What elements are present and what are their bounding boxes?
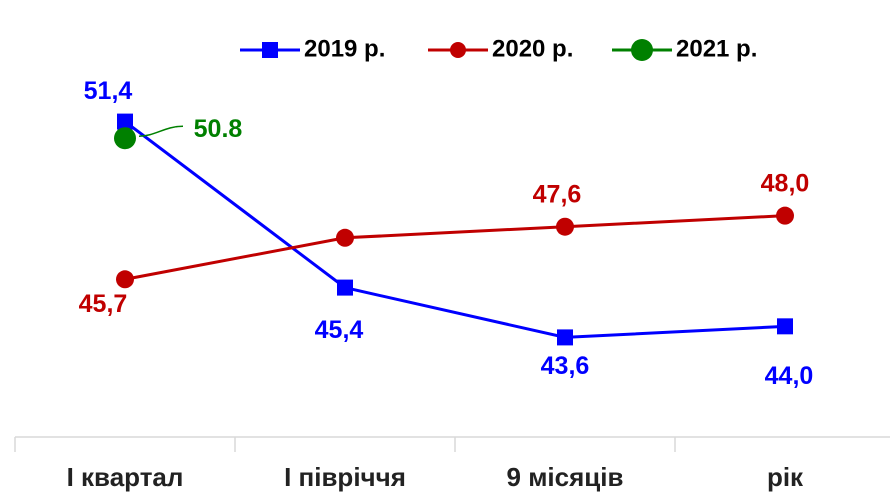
marker xyxy=(337,279,353,296)
marker xyxy=(116,270,134,289)
data-label: 44,0 xyxy=(765,362,814,390)
marker xyxy=(776,206,794,225)
series: 51,4 45,4 43,6 44,0 xyxy=(84,77,814,390)
data-label: 45,4 xyxy=(315,316,364,344)
legend-label: 2021 р. xyxy=(676,35,757,62)
leader-line xyxy=(138,125,184,137)
marker xyxy=(777,318,793,335)
line xyxy=(124,120,786,339)
legend-label: 2020 р. xyxy=(492,35,573,62)
legend-marker xyxy=(450,42,466,58)
legend-marker xyxy=(262,42,278,58)
line xyxy=(124,214,786,281)
data-label: 50.8 xyxy=(194,115,243,143)
legend-label: 2019 р. xyxy=(304,35,385,62)
x-tick-label: I квартал xyxy=(67,462,184,492)
data-label: 51,4 xyxy=(84,77,133,105)
marker xyxy=(114,127,136,150)
data-label: 48,0 xyxy=(761,169,810,197)
series: 50.8 xyxy=(114,115,243,150)
data-label: 43,6 xyxy=(541,352,590,380)
legend-marker xyxy=(631,39,653,61)
legend-item: 2019 р. xyxy=(240,35,385,62)
series: 45,7 47,6 48,0 xyxy=(79,169,810,318)
x-tick-label: I півріччя xyxy=(284,462,406,492)
category-separators xyxy=(14,437,676,452)
data-label: 45,7 xyxy=(79,290,128,318)
marker xyxy=(556,217,574,236)
x-tick-label: рік xyxy=(767,462,804,492)
x-tick-label: 9 місяців xyxy=(507,462,624,492)
data-label: 47,6 xyxy=(533,180,582,208)
marker xyxy=(557,329,573,346)
legend-item: 2020 р. xyxy=(428,35,573,62)
marker xyxy=(336,228,354,247)
legend-item: 2021 р. xyxy=(612,35,757,62)
marker xyxy=(117,113,133,130)
